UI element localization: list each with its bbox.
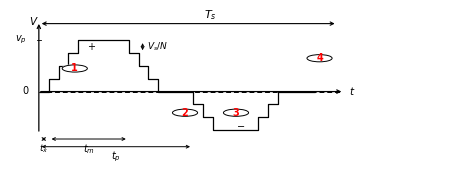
Text: 3: 3	[233, 108, 240, 118]
Text: $t_x$: $t_x$	[39, 142, 48, 155]
Circle shape	[307, 55, 332, 62]
Text: $v_p$: $v_p$	[14, 34, 26, 46]
Text: $t_p$: $t_p$	[111, 150, 121, 164]
Text: $+$: $+$	[87, 41, 96, 52]
Text: 2: 2	[182, 108, 188, 118]
Text: $V$: $V$	[28, 15, 38, 27]
Text: $T_s$: $T_s$	[204, 9, 217, 22]
Text: 1: 1	[71, 63, 78, 73]
Text: $V_s/N$: $V_s/N$	[147, 40, 168, 53]
Text: $t$: $t$	[349, 85, 355, 97]
Text: $-$: $-$	[236, 120, 245, 130]
Text: $t_m$: $t_m$	[83, 142, 95, 156]
Circle shape	[62, 65, 87, 72]
Circle shape	[172, 109, 198, 116]
Text: 4: 4	[316, 53, 323, 63]
Circle shape	[223, 109, 248, 116]
Text: $0$: $0$	[22, 84, 30, 96]
